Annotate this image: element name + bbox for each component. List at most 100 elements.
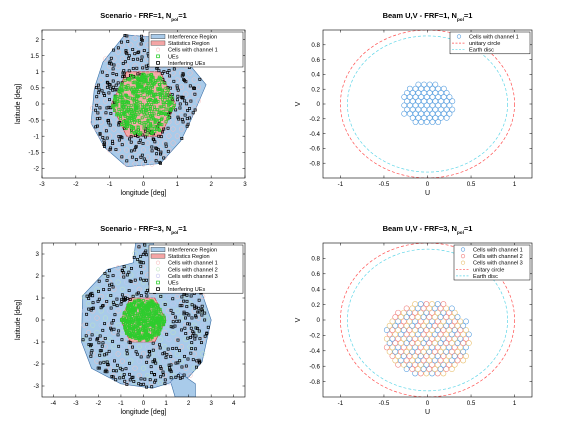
- interfering-ue-marker: [200, 304, 204, 308]
- interfering-ue-marker: [103, 145, 106, 148]
- cell-marker: [418, 110, 425, 117]
- ue-marker: [133, 314, 137, 318]
- cell-marker: [451, 344, 458, 351]
- cell-marker: [460, 348, 467, 355]
- y-tick-label: 1: [36, 69, 40, 76]
- ue-marker: [144, 120, 148, 124]
- interfering-ue-marker: [114, 378, 118, 382]
- interfering-ue-marker: [176, 88, 180, 92]
- interfering-ue-marker: [122, 74, 126, 78]
- legend-entry: Statistics Region: [168, 41, 210, 47]
- legend-marker: [155, 47, 161, 52]
- cell-marker: [454, 348, 461, 355]
- cell-marker: [195, 98, 202, 104]
- ue-marker: [145, 323, 149, 327]
- x-tick-label: 0: [426, 181, 430, 188]
- interfering-ue-marker: [129, 280, 133, 283]
- cell-marker: [406, 309, 413, 316]
- interfering-ue-marker: [159, 375, 163, 379]
- ue-marker: [122, 312, 126, 316]
- ue-marker: [129, 305, 133, 309]
- interfering-ue-marker: [139, 377, 143, 381]
- interfering-ue-marker: [180, 304, 184, 308]
- interfering-ue-marker: [114, 148, 118, 152]
- chart-title: Scenario - FRF=3, Npol=1: [100, 224, 187, 235]
- x-tick-label: 1: [513, 181, 517, 188]
- interfering-ue-marker: [125, 352, 129, 356]
- ue-marker: [123, 85, 127, 89]
- cell-marker: [415, 340, 421, 346]
- cell-marker: [115, 147, 121, 153]
- interfering-ue-marker: [197, 298, 201, 302]
- interfering-ue-marker: [146, 355, 150, 359]
- cell-marker: [409, 331, 416, 338]
- cell-marker: [432, 314, 438, 320]
- y-tick-label: 0.4: [311, 72, 320, 79]
- interfering-ue-marker: [197, 361, 201, 365]
- subplot-1: -3 -2 -1 0 1 2 3 -2 -1.5 -1 -0.5 0 0.5 1 1.5 2 longitude…: [15, 11, 247, 197]
- cell-marker: [94, 329, 100, 335]
- title-suffix: =1: [178, 11, 187, 20]
- cell-marker: [115, 365, 121, 371]
- cell-marker: [383, 344, 390, 351]
- cell-marker: [440, 301, 447, 307]
- interfering-ue-marker: [158, 346, 162, 350]
- ue-marker: [136, 78, 140, 82]
- cell-marker: [448, 305, 455, 312]
- ue-marker: [158, 83, 162, 87]
- ue-marker: [131, 306, 135, 310]
- cell-marker: [429, 102, 436, 109]
- cell-marker: [136, 358, 142, 364]
- interfering-ue-marker: [97, 279, 101, 283]
- cell-marker: [398, 357, 404, 364]
- interfering-ue-marker: [98, 106, 102, 110]
- interfering-ue-marker: [145, 278, 149, 282]
- interfering-ue-marker: [97, 289, 100, 293]
- interfering-ue-marker: [172, 79, 176, 83]
- cell-marker: [434, 309, 441, 316]
- interfering-ue-marker: [139, 58, 143, 62]
- interfering-ue-marker: [120, 293, 124, 297]
- ue-marker: [138, 83, 142, 87]
- x-tick-label: 4: [232, 400, 236, 407]
- legend-swatch: [150, 34, 166, 39]
- interfering-ue-marker: [189, 99, 193, 103]
- cell-marker: [183, 119, 189, 125]
- interfering-ue-marker: [168, 366, 172, 370]
- ue-marker: [135, 316, 139, 320]
- cell-marker: [446, 94, 453, 100]
- ue-marker: [115, 113, 119, 117]
- ue-marker: [137, 299, 141, 303]
- cell-marker: [132, 250, 138, 256]
- interfering-ue-marker: [154, 159, 158, 163]
- ue-marker: [136, 119, 140, 123]
- interfering-ue-marker: [147, 349, 151, 353]
- legend-marker: [456, 34, 462, 39]
- interfering-ue-marker: [185, 299, 189, 303]
- interfering-ue-marker: [108, 60, 112, 64]
- interfering-ue-marker: [111, 375, 115, 379]
- cell-marker: [440, 344, 447, 351]
- interfering-ue-marker: [100, 344, 104, 348]
- cell-marker: [463, 335, 469, 342]
- interfering-ue-marker: [102, 360, 106, 364]
- subplot-2: -1 -0.5 0 0.5 1 -0.8 -0.6 -0.4 -0.2 0 0.2 0.4 0.6 0.8…: [295, 11, 533, 197]
- interfering-ue-marker: [128, 372, 131, 376]
- interfering-ue-marker: [97, 91, 101, 95]
- interfering-ue-marker: [109, 326, 113, 330]
- interfering-ue-marker: [127, 289, 131, 293]
- interfering-ue-marker: [162, 127, 166, 131]
- cell-marker: [438, 114, 444, 121]
- ue-marker: [146, 73, 150, 77]
- interfering-ue-marker: [131, 66, 135, 70]
- ue-marker: [153, 118, 157, 122]
- ue-marker: [130, 76, 134, 80]
- cell-marker: [403, 340, 410, 346]
- cell-marker: [166, 380, 172, 386]
- cell-marker: [132, 35, 138, 41]
- ue-marker: [137, 337, 141, 341]
- cell-marker: [166, 322, 172, 328]
- ue-marker: [142, 324, 146, 328]
- ue-marker: [156, 330, 160, 334]
- cell-marker: [174, 133, 180, 139]
